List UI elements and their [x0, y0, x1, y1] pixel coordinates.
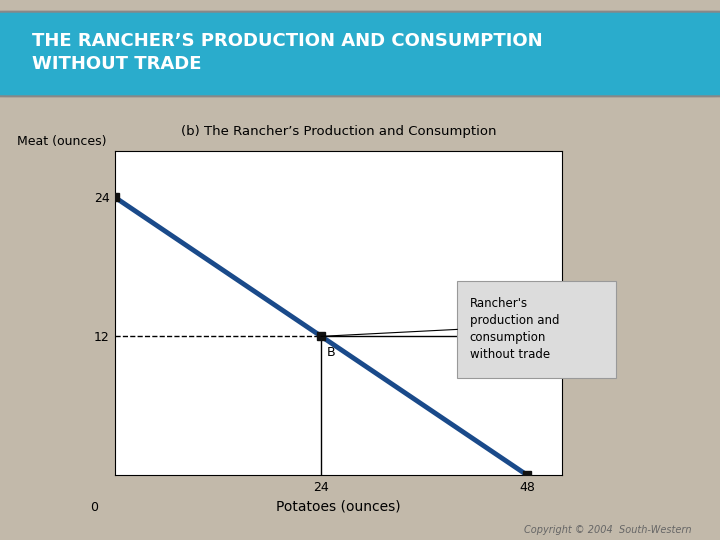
Text: Copyright © 2004  South-Western: Copyright © 2004 South-Western: [523, 524, 691, 535]
FancyBboxPatch shape: [457, 281, 616, 378]
Text: THE RANCHER’S PRODUCTION AND CONSUMPTION
WITHOUT TRADE: THE RANCHER’S PRODUCTION AND CONSUMPTION…: [32, 32, 543, 72]
Text: Meat (ounces): Meat (ounces): [17, 135, 107, 148]
X-axis label: Potatoes (ounces): Potatoes (ounces): [276, 500, 401, 514]
Text: Rancher's
production and
consumption
without trade: Rancher's production and consumption wit…: [470, 298, 559, 361]
Text: B: B: [326, 346, 335, 359]
Text: (b) The Rancher’s Production and Consumption: (b) The Rancher’s Production and Consump…: [181, 125, 496, 138]
Text: 0: 0: [90, 501, 98, 514]
FancyBboxPatch shape: [0, 12, 720, 96]
